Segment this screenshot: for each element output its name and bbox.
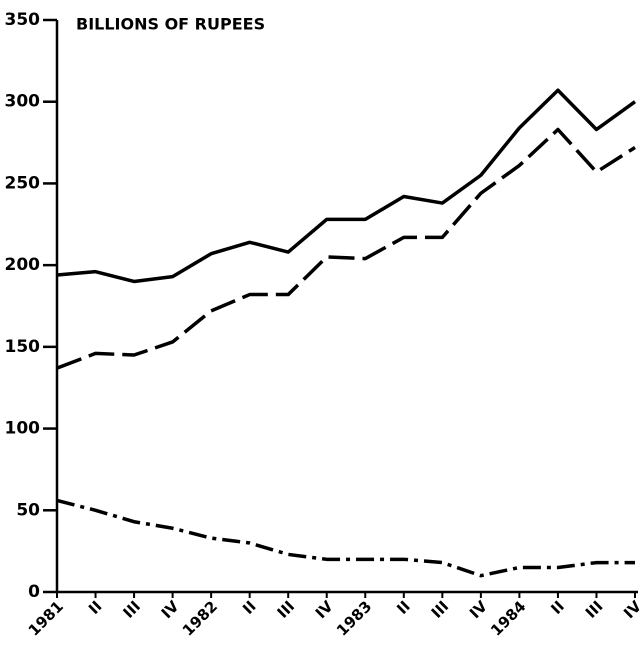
x-tick-label: 1982 bbox=[179, 597, 221, 639]
series-line bbox=[56, 127, 636, 370]
x-tick-label: IV bbox=[312, 597, 337, 622]
x-tick-label: 1983 bbox=[333, 597, 375, 639]
y-tick-label: 300 bbox=[5, 92, 41, 112]
x-tick-label: IV bbox=[620, 597, 642, 622]
y-tick-label: 250 bbox=[5, 173, 41, 193]
x-tick-label: IV bbox=[466, 597, 491, 622]
y-tick-label: 50 bbox=[16, 500, 40, 520]
x-tick-label: III bbox=[582, 597, 607, 622]
y-tick-label: 200 bbox=[5, 255, 41, 275]
x-tick-label: III bbox=[428, 597, 453, 622]
x-tick-label: 1981 bbox=[25, 597, 67, 639]
y-axis-label: BILLIONS OF RUPEES bbox=[76, 15, 265, 34]
x-tick-label: II bbox=[547, 597, 568, 618]
x-tick-label: II bbox=[85, 597, 106, 618]
x-tick-label: III bbox=[274, 597, 299, 622]
series-line bbox=[56, 498, 635, 578]
y-tick-label: 350 bbox=[5, 10, 41, 30]
x-tick-label: II bbox=[239, 597, 260, 618]
x-tick-label: III bbox=[120, 597, 145, 622]
x-tick-label: II bbox=[393, 597, 414, 618]
y-tick-label: 0 bbox=[28, 582, 40, 602]
y-tick-label: 100 bbox=[5, 419, 41, 439]
x-tick-label: 1984 bbox=[487, 597, 529, 639]
y-tick-label: 150 bbox=[5, 337, 41, 357]
series-line bbox=[56, 88, 637, 284]
x-tick-label: IV bbox=[158, 597, 183, 622]
